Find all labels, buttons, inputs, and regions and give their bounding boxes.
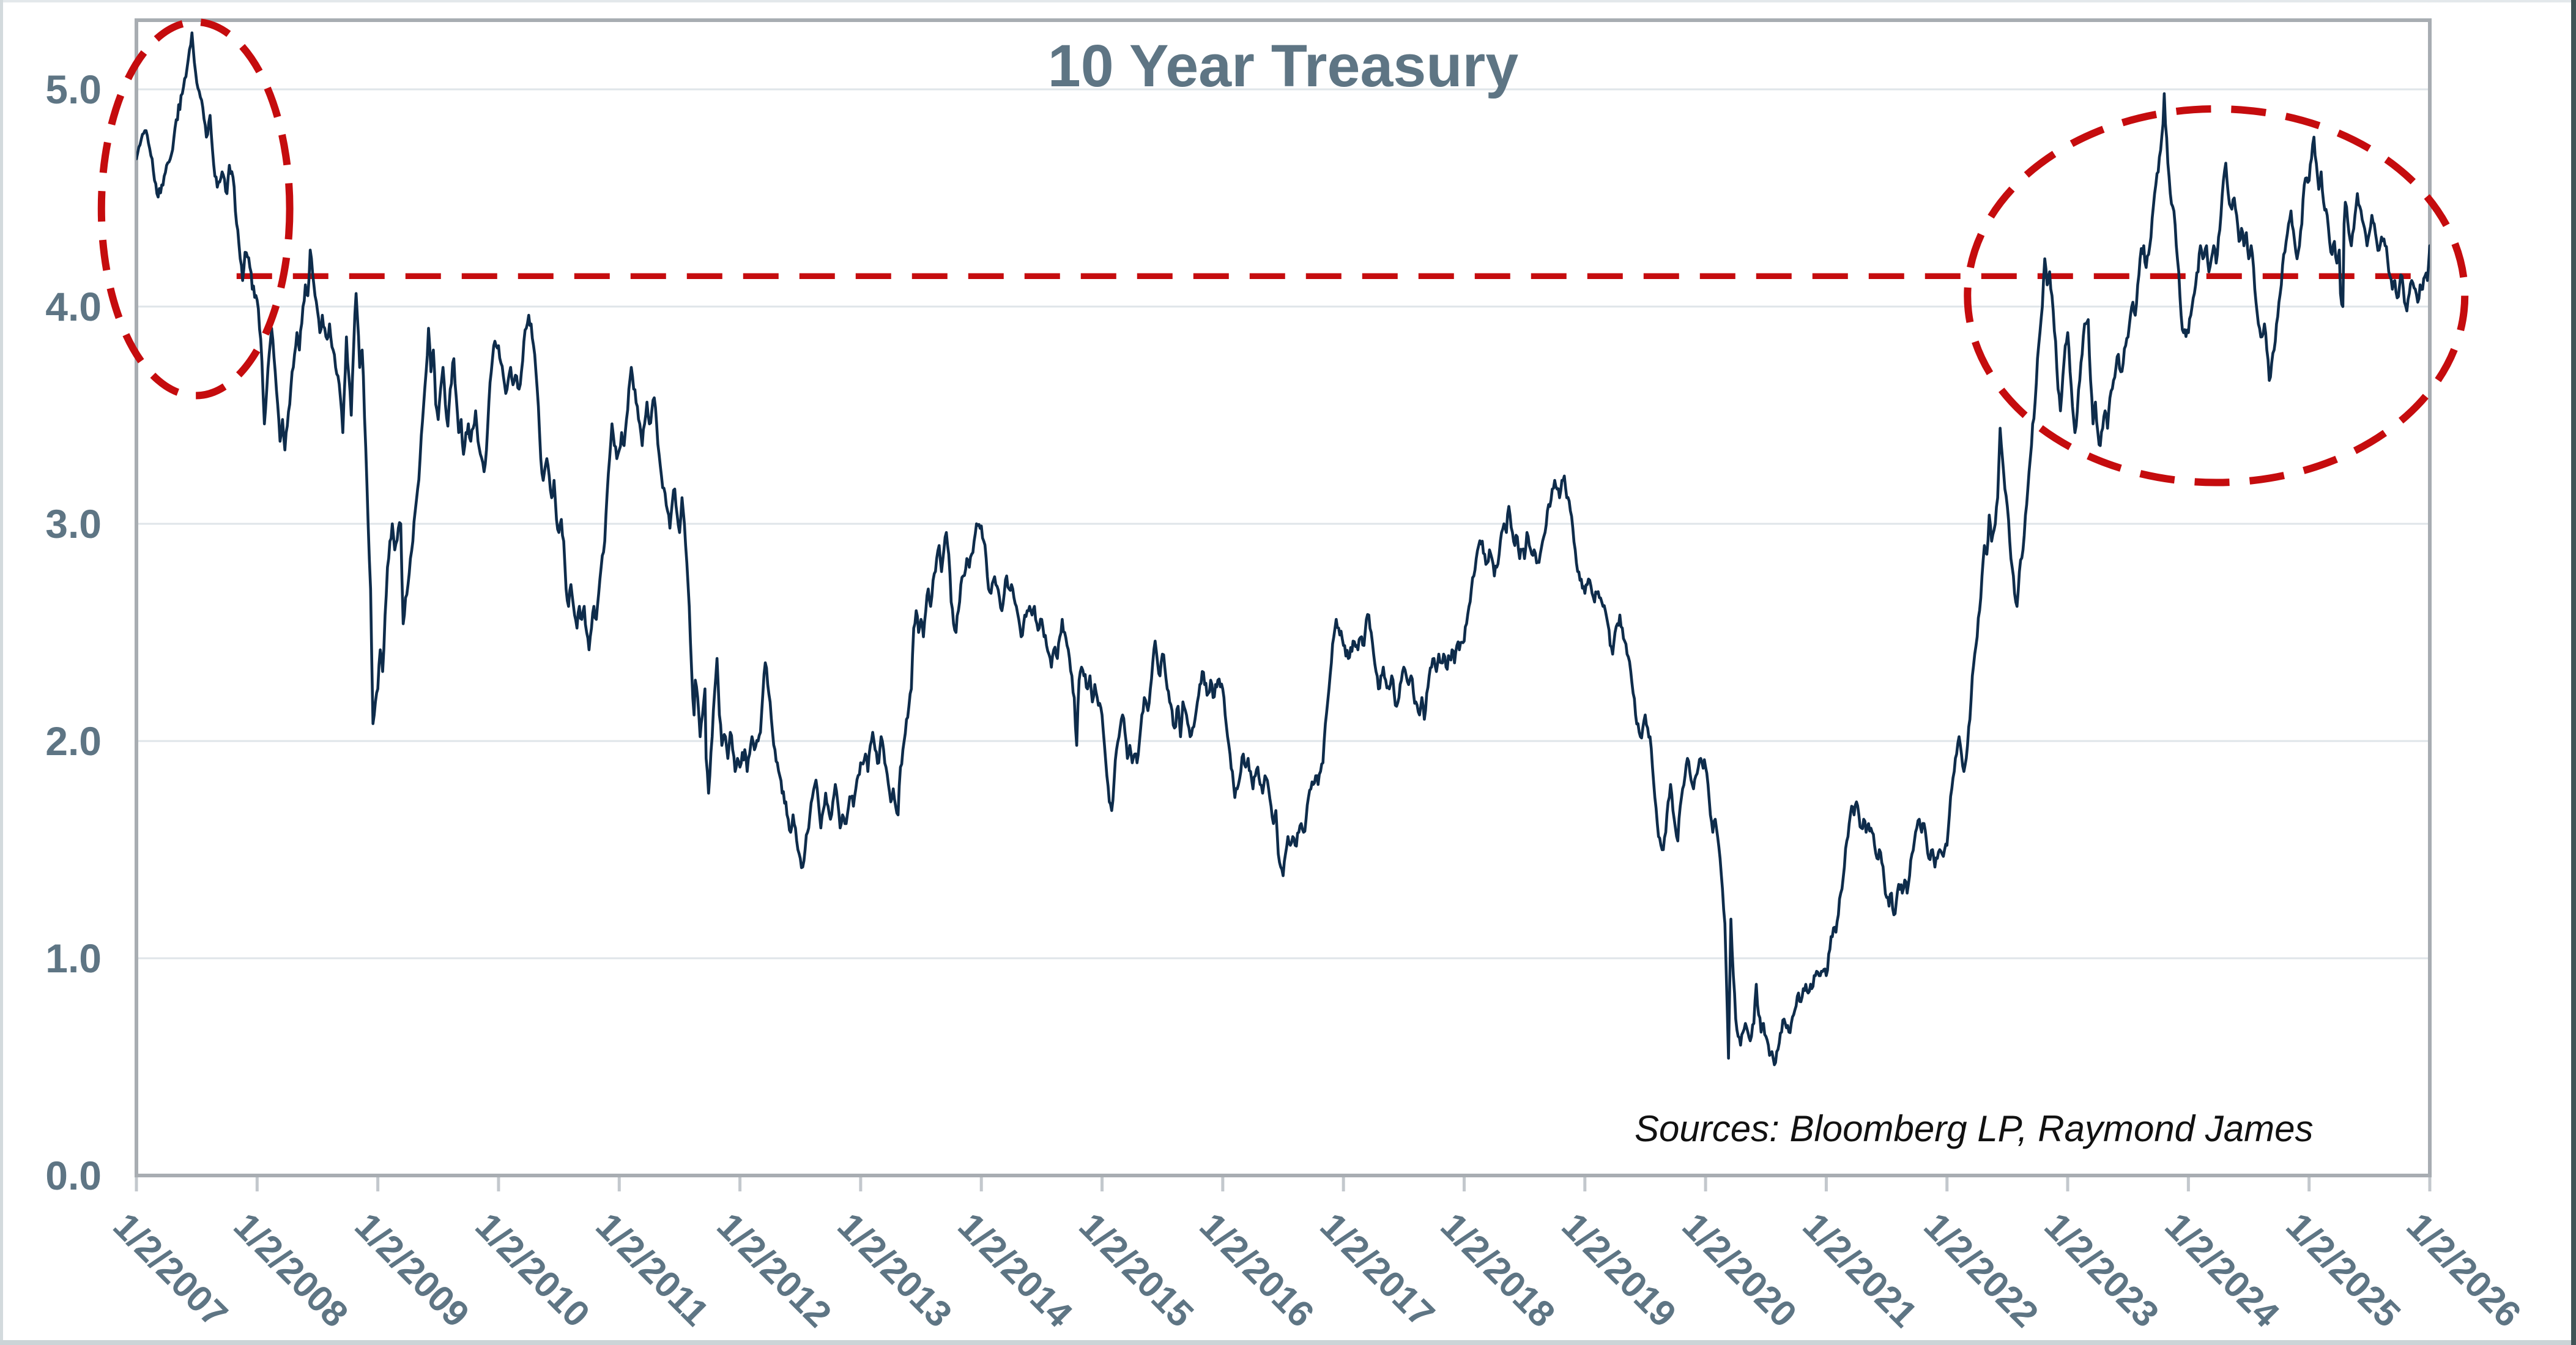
y-axis-label-4.0: 4.0 (45, 284, 102, 329)
y-axis-label-3.0: 3.0 (45, 501, 102, 546)
highlight-circles (97, 18, 2469, 486)
y-axis-label-0.0: 0.0 (45, 1153, 102, 1198)
canvas-left-edge (0, 0, 3, 1345)
yield-series-line (136, 31, 2430, 1067)
canvas-right-edge (2571, 0, 2576, 1345)
y-axis-label-5.0: 5.0 (45, 67, 102, 112)
highlight-ellipse-2022-2025-circle (1964, 105, 2469, 486)
gridlines (136, 88, 2430, 959)
highlight-ellipse-2007-peak-circle (97, 18, 294, 400)
y-axis-label-1.0: 1.0 (45, 936, 102, 981)
x-axis-tick-marks (135, 1177, 2432, 1191)
plot-border (135, 18, 2432, 1177)
source-attribution: Sources: Bloomberg LP, Raymond James (1635, 1108, 2314, 1149)
treasury-yield-line (136, 31, 2430, 1067)
canvas-top-edge (0, 0, 2576, 2)
chart-title: 10 Year Treasury (1047, 32, 1519, 99)
y-axis-label-2.0: 2.0 (45, 718, 102, 764)
canvas-bottom-edge (0, 1340, 2576, 1345)
